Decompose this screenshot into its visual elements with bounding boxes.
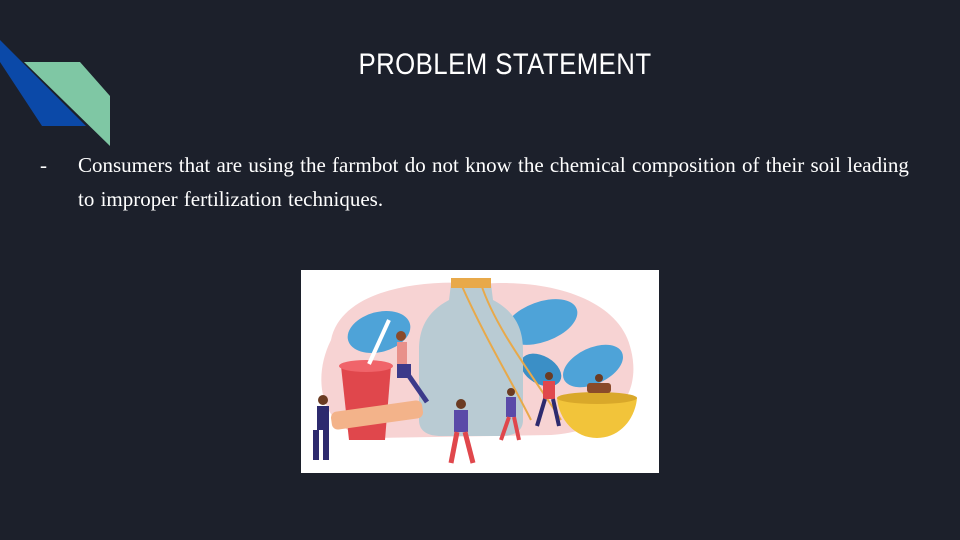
person-left <box>313 395 329 460</box>
bullet-text: Consumers that are using the farmbot do … <box>78 153 909 211</box>
bullet-item: - Consumers that are using the farmbot d… <box>40 148 920 216</box>
corner-blue-stripe <box>0 40 86 126</box>
bottle-cap <box>451 278 491 288</box>
person-rope-1 <box>499 388 521 441</box>
slide-title: PROBLEM STATEMENT <box>358 48 652 81</box>
leaf-top-right <box>504 299 578 345</box>
bullet-marker: - <box>40 153 47 177</box>
tablet <box>330 400 424 430</box>
bullet-list: - Consumers that are using the farmbot d… <box>40 148 920 216</box>
person-rope-2 <box>535 372 561 427</box>
bowl-rim <box>557 392 637 404</box>
corner-green-stripe <box>24 62 110 146</box>
fertilizer-illustration <box>301 270 659 473</box>
rope <box>460 283 562 421</box>
leaf-right <box>563 344 623 388</box>
person-center <box>448 399 476 464</box>
red-cup <box>341 366 391 440</box>
person-climbing <box>396 331 430 404</box>
corner-decoration <box>0 40 110 146</box>
person-on-bowl <box>587 374 611 393</box>
straw <box>367 319 391 365</box>
yellow-bowl <box>557 398 637 438</box>
leaf-left <box>347 310 411 354</box>
red-cup-lid <box>339 360 393 372</box>
